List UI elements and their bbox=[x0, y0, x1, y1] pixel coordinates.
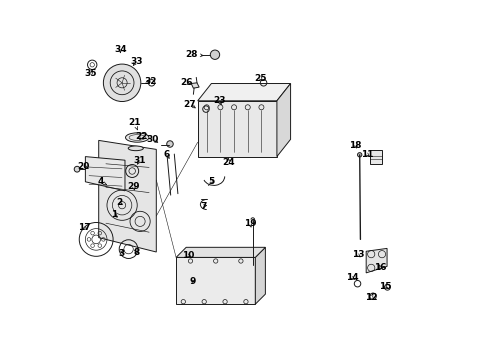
Text: 29: 29 bbox=[127, 182, 140, 191]
Circle shape bbox=[74, 166, 80, 172]
Polygon shape bbox=[176, 257, 255, 304]
Polygon shape bbox=[366, 248, 386, 273]
Text: 32: 32 bbox=[144, 77, 157, 86]
Text: 3: 3 bbox=[118, 249, 124, 258]
Polygon shape bbox=[255, 247, 265, 304]
Text: 27: 27 bbox=[183, 100, 196, 109]
Circle shape bbox=[357, 153, 361, 157]
Text: 18: 18 bbox=[348, 141, 361, 150]
Text: 8: 8 bbox=[133, 248, 140, 257]
Polygon shape bbox=[99, 140, 156, 252]
Text: 22: 22 bbox=[135, 132, 148, 141]
Text: 2: 2 bbox=[116, 198, 122, 207]
Text: 34: 34 bbox=[114, 45, 126, 54]
Text: 35: 35 bbox=[84, 69, 97, 78]
Text: 28: 28 bbox=[184, 50, 203, 59]
Text: 12: 12 bbox=[364, 292, 377, 302]
Polygon shape bbox=[191, 83, 199, 88]
Text: 16: 16 bbox=[374, 263, 386, 272]
Text: 5: 5 bbox=[208, 177, 214, 186]
Text: 4: 4 bbox=[97, 177, 106, 186]
Text: 25: 25 bbox=[254, 74, 266, 83]
Text: 19: 19 bbox=[243, 220, 256, 229]
Polygon shape bbox=[197, 101, 276, 157]
Text: 21: 21 bbox=[128, 118, 141, 130]
Text: 33: 33 bbox=[130, 57, 142, 66]
Text: 1: 1 bbox=[111, 210, 117, 219]
Polygon shape bbox=[85, 157, 125, 191]
Text: 6: 6 bbox=[163, 150, 170, 159]
Ellipse shape bbox=[125, 133, 149, 142]
Text: 14: 14 bbox=[346, 274, 358, 282]
Text: 31: 31 bbox=[133, 156, 145, 165]
Polygon shape bbox=[276, 84, 290, 157]
Text: 30: 30 bbox=[146, 135, 159, 144]
Text: 23: 23 bbox=[213, 96, 225, 105]
Text: 9: 9 bbox=[189, 277, 195, 286]
Circle shape bbox=[166, 141, 173, 147]
Text: 13: 13 bbox=[351, 251, 364, 259]
Text: 26: 26 bbox=[180, 78, 193, 87]
Text: 10: 10 bbox=[182, 251, 195, 260]
Circle shape bbox=[103, 64, 141, 102]
Bar bbox=[370, 150, 381, 164]
Polygon shape bbox=[176, 247, 265, 257]
Text: 11: 11 bbox=[360, 150, 372, 159]
Text: 20: 20 bbox=[77, 162, 89, 171]
Text: 17: 17 bbox=[78, 223, 90, 232]
Text: 15: 15 bbox=[379, 282, 391, 291]
Text: 7: 7 bbox=[200, 202, 206, 211]
Polygon shape bbox=[197, 84, 290, 101]
Circle shape bbox=[210, 50, 219, 59]
Text: 24: 24 bbox=[222, 158, 234, 167]
Ellipse shape bbox=[128, 146, 143, 151]
